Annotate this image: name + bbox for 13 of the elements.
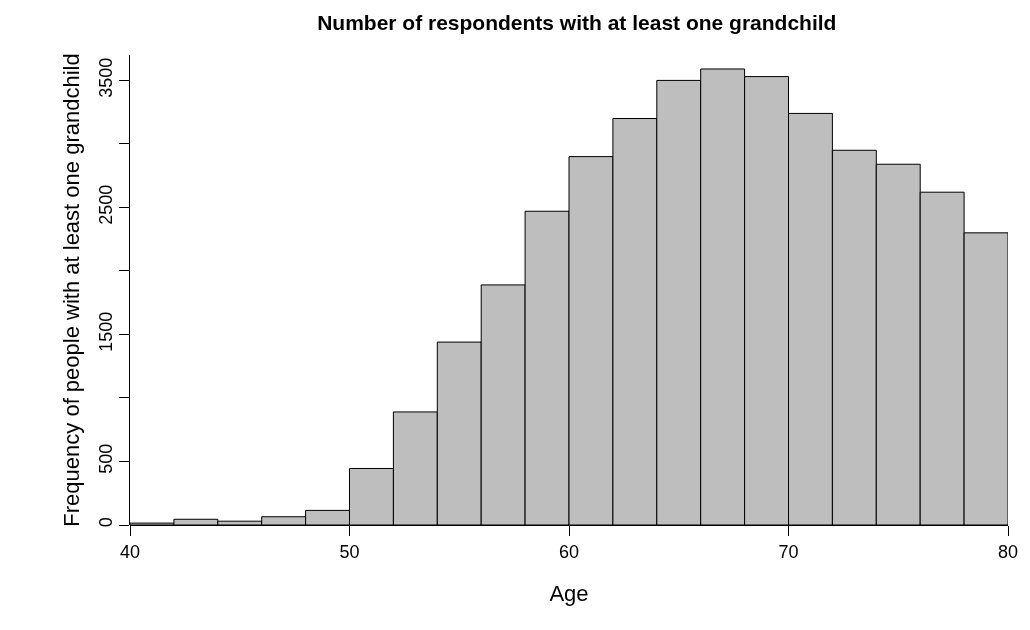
y-tick-label: 3500 xyxy=(95,57,116,98)
y-tick-label: 1500 xyxy=(95,311,116,352)
x-tick-label: 50 xyxy=(339,541,360,562)
x-axis-title: Age xyxy=(549,581,589,607)
x-tick-label: 40 xyxy=(119,541,141,562)
y-tick-label: 500 xyxy=(95,443,116,474)
chart-title: Number of respondents with at least one grandchild xyxy=(317,11,837,35)
x-tick-label: 70 xyxy=(778,541,799,562)
x-tick-label: 60 xyxy=(558,541,580,562)
y-tick-label: 2500 xyxy=(95,184,116,225)
x-tick-label: 80 xyxy=(997,541,1019,562)
y-tick-label: 0 xyxy=(95,517,116,528)
y-axis-title: Frequency of people with at least one grandchild xyxy=(58,53,84,527)
